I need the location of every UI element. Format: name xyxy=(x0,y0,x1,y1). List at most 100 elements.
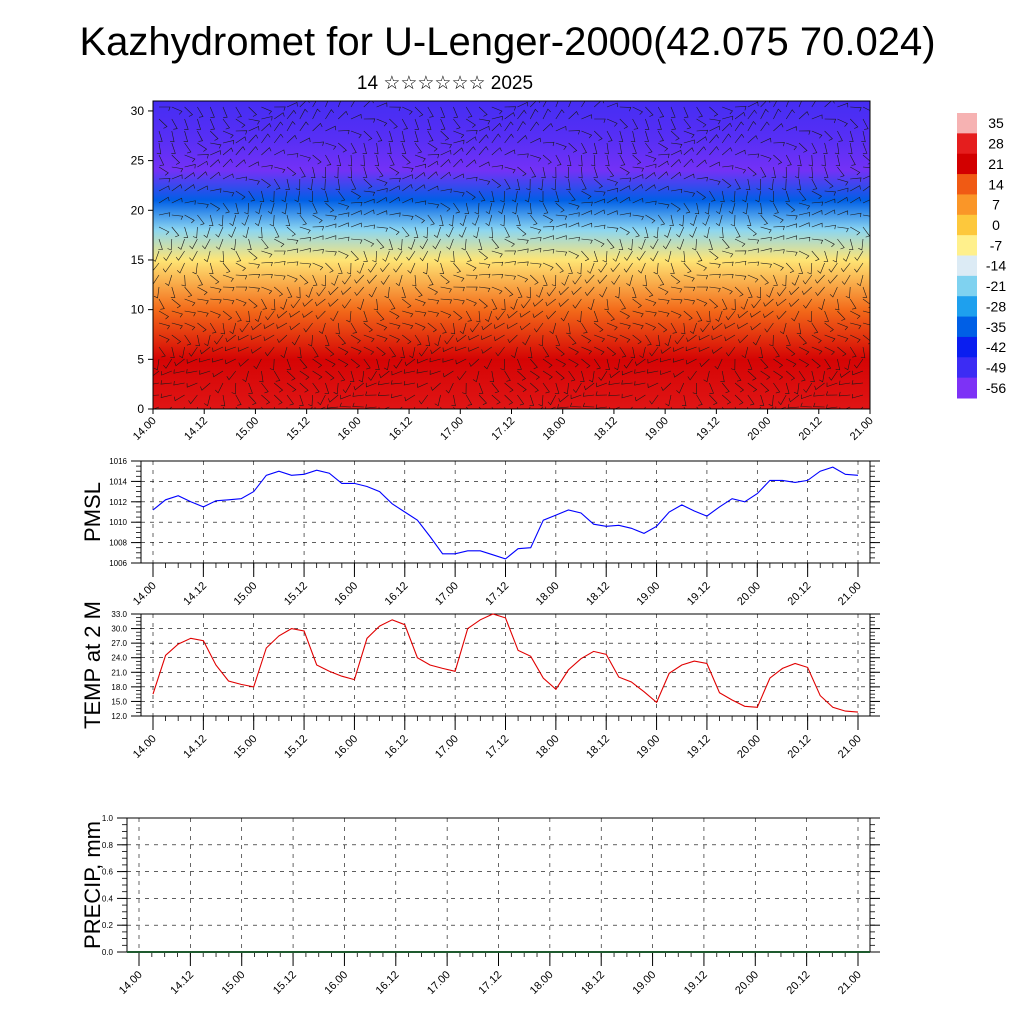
wind-barb xyxy=(811,201,824,206)
wind-barb xyxy=(171,118,178,130)
wind-barb xyxy=(465,146,476,156)
wind-barb xyxy=(606,210,618,216)
y-tick-label: 30.0 xyxy=(111,625,127,634)
x-tick-label: 20.12 xyxy=(786,733,814,761)
wind-barb xyxy=(511,190,518,203)
wind-barb xyxy=(465,394,473,406)
y-tick-label: 0.0 xyxy=(102,948,114,957)
wind-barb xyxy=(422,262,429,275)
wind-barb xyxy=(453,130,465,139)
wind-barb xyxy=(811,178,818,190)
wind-barb xyxy=(171,142,176,154)
wind-barb xyxy=(606,334,618,342)
temp-panel: 14.00 14.12 15.00 15.12 16.00 16.12 17.00 17.12… xyxy=(80,601,880,761)
wind-barb xyxy=(696,250,703,262)
wind-barb xyxy=(175,250,185,261)
wind-barb xyxy=(632,197,644,204)
wind-barb xyxy=(699,358,710,368)
wind-barb xyxy=(649,394,659,405)
wind-barb xyxy=(725,310,736,321)
x-tick-label: 19.12 xyxy=(685,733,713,761)
wind-barb xyxy=(734,250,747,255)
wind-barb xyxy=(760,154,772,162)
wind-barb xyxy=(519,310,531,318)
wind-barb xyxy=(302,298,313,307)
wind-barb xyxy=(153,394,160,396)
wind-barb xyxy=(837,118,848,127)
wind-barb xyxy=(545,406,556,409)
wind-barb xyxy=(184,118,189,130)
wind-barb xyxy=(791,274,800,286)
wind-barb xyxy=(261,274,273,279)
wind-barb xyxy=(183,130,189,142)
wind-barb xyxy=(527,202,532,215)
wind-barb xyxy=(325,142,337,150)
colorbar-swatch xyxy=(957,336,977,358)
x-tick-label: 21.00 xyxy=(848,415,876,443)
wind-barb xyxy=(299,382,309,393)
x-tick-label: 20.12 xyxy=(785,969,813,997)
wind-barb xyxy=(495,346,505,357)
wind-barb xyxy=(862,154,870,165)
wind-barb xyxy=(781,274,787,287)
wind-barb xyxy=(594,322,604,333)
wind-barb xyxy=(760,121,770,132)
wind-barb xyxy=(786,250,798,257)
wind-barb xyxy=(542,141,555,147)
wind-barb xyxy=(747,101,759,108)
wind-barb xyxy=(787,403,800,409)
wind-barb xyxy=(439,214,444,227)
wind-barb xyxy=(250,346,262,354)
wind-barb xyxy=(632,226,640,238)
wind-barb xyxy=(367,262,377,273)
wind-barb xyxy=(286,382,297,393)
wind-barb xyxy=(658,310,670,317)
wind-barb xyxy=(602,250,608,263)
wind-barb xyxy=(261,394,271,405)
wind-barb xyxy=(299,394,304,406)
wind-barb xyxy=(453,118,461,130)
wind-barb xyxy=(466,298,477,307)
wind-barb xyxy=(378,406,390,409)
x-tick-label: 14.00 xyxy=(131,733,159,761)
wind-barb xyxy=(669,214,674,227)
wind-barb xyxy=(350,114,362,120)
wind-barb xyxy=(773,274,778,286)
wind-barb xyxy=(619,298,626,310)
wind-barb xyxy=(235,262,247,272)
wind-barb xyxy=(335,322,340,335)
wind-barb xyxy=(581,190,592,200)
wind-barb xyxy=(478,125,490,132)
chart-subtitle: 14 ☆☆☆☆☆☆ 2025 xyxy=(356,73,534,94)
wind-barb xyxy=(372,250,377,263)
wind-barb xyxy=(391,370,403,376)
wind-barb xyxy=(491,394,501,405)
wind-barb xyxy=(798,250,810,259)
wind-barb xyxy=(593,358,601,370)
wind-barb xyxy=(760,214,768,226)
wind-barb xyxy=(440,171,451,180)
wind-barb xyxy=(572,274,582,285)
colorbar-swatch xyxy=(957,296,977,318)
wind-barb xyxy=(572,298,582,309)
wind-barb xyxy=(444,334,454,345)
wind-barb xyxy=(338,346,349,356)
wind-barb xyxy=(299,262,312,268)
wind-barb xyxy=(760,137,772,144)
wind-barb xyxy=(862,334,870,345)
wind-barb xyxy=(337,190,346,202)
wind-barb xyxy=(670,262,675,274)
wind-barb xyxy=(427,286,439,296)
x-tick-label: 17.00 xyxy=(433,733,461,761)
wind-barb xyxy=(204,334,211,347)
wind-barb xyxy=(786,235,798,240)
x-tick-label: 20.12 xyxy=(797,415,825,443)
wind-barb xyxy=(737,334,749,344)
wind-barb xyxy=(773,214,784,224)
wind-barb xyxy=(811,346,823,355)
wind-barb xyxy=(797,154,802,167)
wind-barb xyxy=(529,121,540,132)
wind-barb xyxy=(529,274,539,285)
wind-barb xyxy=(427,160,439,168)
colorbar-label: 35 xyxy=(988,115,1004,131)
